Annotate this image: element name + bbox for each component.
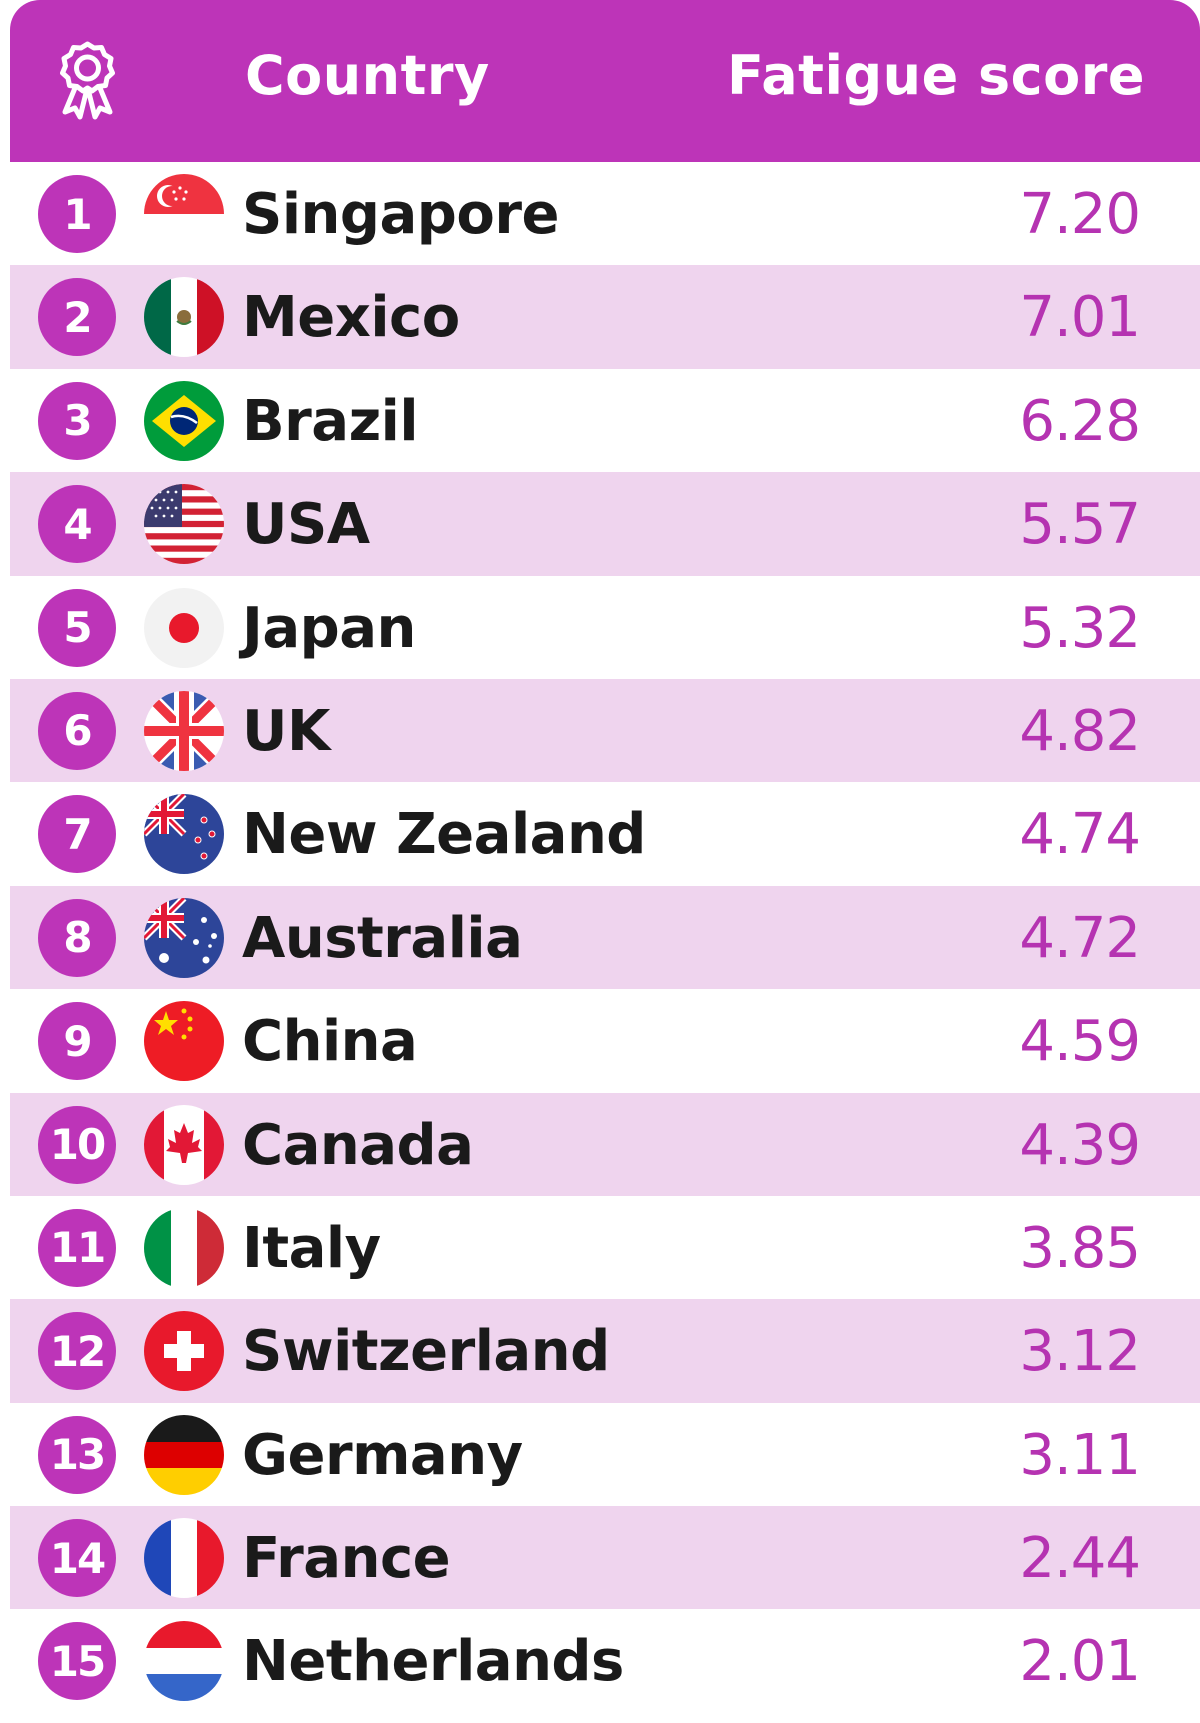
rank-badge: 11 [38, 1208, 116, 1287]
country-name: Japan [242, 595, 416, 661]
canada-flag-icon [144, 1104, 224, 1185]
rank-badge: 6 [38, 691, 116, 770]
rank-badge: 8 [38, 898, 116, 977]
rank-badge: 1 [38, 175, 116, 253]
fatigue-score: 7.20 [1019, 182, 1141, 247]
fatigue-score: 2.44 [1019, 1526, 1141, 1592]
country-column-header: Country [245, 44, 490, 107]
fatigue-score: 3.11 [1019, 1422, 1141, 1488]
japan-flag-icon [144, 587, 224, 668]
country-name: China [242, 1009, 418, 1075]
country-name: Netherlands [242, 1629, 624, 1695]
australia-flag-icon [144, 897, 224, 978]
rank-badge: 14 [38, 1519, 116, 1598]
fatigue-score: 4.82 [1019, 698, 1141, 764]
fatigue-score-column-header: Fatigue score [726, 44, 1145, 107]
netherlands-flag-icon [144, 1621, 224, 1702]
fatigue-score: 3.12 [1019, 1319, 1141, 1385]
fatigue-score: 5.32 [1019, 595, 1141, 661]
singapore-flag-icon [144, 174, 224, 254]
usa-flag-icon [144, 484, 224, 565]
rank-badge: 3 [38, 381, 116, 460]
table-row: 8 Australia 4.72 [10, 885, 1200, 990]
fatigue-score: 4.72 [1019, 905, 1141, 971]
country-name: Germany [242, 1422, 523, 1488]
rank-badge: 10 [38, 1105, 116, 1184]
uk-flag-icon [144, 690, 224, 771]
table-row: 5 Japan 5.32 [10, 575, 1200, 679]
rank-badge: 9 [38, 1002, 116, 1081]
table-row: 6 UK 4.82 [10, 678, 1200, 783]
fatigue-score: 2.01 [1019, 1629, 1141, 1695]
country-name: Australia [242, 905, 523, 971]
table-row: 1 Singapore 7.20 [10, 162, 1200, 266]
mexico-flag-icon [144, 277, 224, 358]
italy-flag-icon [144, 1207, 224, 1288]
country-name: Switzerland [242, 1319, 610, 1385]
country-name: Singapore [242, 182, 559, 247]
table-row: 2 Mexico 7.01 [10, 265, 1200, 369]
table-row: 13 Germany 3.11 [10, 1402, 1200, 1507]
country-name: France [242, 1526, 451, 1592]
table-row: 11 Italy 3.85 [10, 1195, 1200, 1300]
switzerland-flag-icon [144, 1311, 224, 1392]
rank-badge: 15 [38, 1622, 116, 1701]
table-body: 1 Singapore 7.20 2 Mexico 7.01 3 Brazil 6.28 4 USA… [10, 162, 1200, 1713]
table-row: 14 France 2.44 [10, 1506, 1200, 1610]
country-name: New Zealand [242, 802, 646, 868]
table-row: 10 Canada 4.39 [10, 1092, 1200, 1196]
country-name: Mexico [242, 285, 460, 351]
fatigue-score: 5.57 [1019, 492, 1141, 558]
rank-badge: 2 [38, 278, 116, 357]
rank-badge: 5 [38, 588, 116, 667]
fatigue-score: 4.74 [1019, 802, 1141, 868]
country-name: Canada [242, 1112, 474, 1178]
rank-badge: 4 [38, 485, 116, 564]
germany-flag-icon [144, 1414, 224, 1495]
award-ribbon-icon [60, 41, 115, 120]
france-flag-icon [144, 1518, 224, 1599]
fatigue-score: 4.39 [1019, 1112, 1141, 1178]
brazil-flag-icon [144, 380, 224, 461]
table-row: 9 China 4.59 [10, 989, 1200, 1093]
fatigue-score: 7.01 [1019, 285, 1141, 351]
country-name: Brazil [242, 388, 419, 454]
table-row: 3 Brazil 6.28 [10, 368, 1200, 473]
country-name: Italy [242, 1215, 381, 1281]
ranking-table: Country Fatigue score 1 Singapore 7.20 2 Mex… [10, 0, 1200, 1713]
rank-badge: 12 [38, 1312, 116, 1391]
fatigue-score: 4.59 [1019, 1009, 1141, 1075]
country-name: USA [242, 492, 370, 558]
table-header: Country Fatigue score [10, 0, 1200, 162]
table-row: 15 Netherlands 2.01 [10, 1609, 1200, 1713]
rank-badge: 13 [38, 1415, 116, 1494]
rank-badge: 7 [38, 795, 116, 874]
fatigue-score: 3.85 [1019, 1215, 1141, 1281]
table-row: 12 Switzerland 3.12 [10, 1299, 1200, 1403]
table-row: 4 USA 5.57 [10, 472, 1200, 576]
table-row: 7 New Zealand 4.74 [10, 782, 1200, 886]
new-zealand-flag-icon [144, 794, 224, 875]
country-name: UK [242, 698, 330, 764]
fatigue-score: 6.28 [1019, 388, 1141, 454]
china-flag-icon [144, 1001, 224, 1082]
